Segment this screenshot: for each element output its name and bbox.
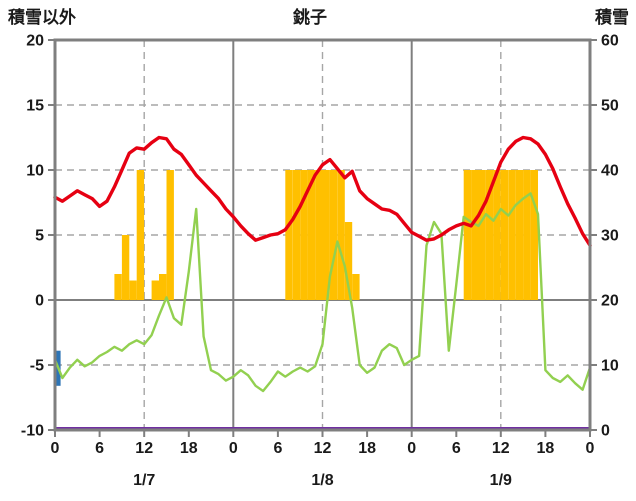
- right-tick-label: 40: [601, 163, 619, 180]
- sunshine-bar: [344, 222, 353, 300]
- right-axis-title: 積雪: [595, 7, 629, 27]
- left-tick-label: -5: [30, 358, 44, 375]
- sunshine-bar: [151, 280, 159, 300]
- chart-title: 銚子: [293, 7, 327, 27]
- right-tick-label: 30: [601, 228, 619, 245]
- sunshine-bar: [515, 170, 524, 300]
- right-tick-label: 10: [601, 358, 619, 375]
- x-tick-label: 0: [51, 440, 60, 457]
- sunshine-bar: [493, 170, 501, 300]
- x-tick-label: 0: [407, 440, 416, 457]
- sunshine-bar: [508, 170, 516, 300]
- green_series-line: [53, 192, 592, 393]
- x-tick-label: 6: [273, 440, 282, 457]
- sunshine-bar: [329, 170, 338, 300]
- sunshine-bar: [530, 170, 538, 300]
- sunshine-bar: [471, 170, 479, 300]
- x-tick-label: 18: [180, 440, 198, 457]
- x-tick-label: 12: [314, 440, 332, 457]
- left-tick-label: -10: [21, 423, 44, 440]
- sunshine-bar: [292, 170, 301, 300]
- left-tick-label: 15: [26, 98, 44, 115]
- sunshine-bar: [159, 274, 167, 300]
- x-tick-label: 6: [95, 440, 104, 457]
- sunshine-bar: [307, 170, 315, 300]
- x-tick-label: 12: [135, 440, 153, 457]
- sunshine-bar: [129, 280, 137, 300]
- left-tick-label: 0: [35, 293, 44, 310]
- sunshine-bar: [523, 170, 531, 300]
- date-label: 1/7: [133, 472, 155, 489]
- sunshine-bar: [478, 170, 486, 300]
- sunshine-bar: [486, 170, 494, 300]
- left-axis-title: 積雪以外: [8, 7, 76, 27]
- x-tick-label: 0: [229, 440, 238, 457]
- x-tick-label: 0: [586, 440, 595, 457]
- sunshine-bar: [315, 170, 323, 300]
- sunshine-bar: [136, 170, 145, 300]
- sunshine-bar: [121, 235, 130, 300]
- sunshine-bar: [352, 274, 360, 300]
- sunshine-bar: [463, 170, 472, 300]
- sunshine-bar: [300, 170, 308, 300]
- right-tick-label: 50: [601, 98, 619, 115]
- left-tick-label: 10: [26, 163, 44, 180]
- sunshine-bar: [166, 170, 174, 300]
- date-label: 1/8: [311, 472, 333, 489]
- date-label: 1/9: [490, 472, 512, 489]
- sunshine-bar: [500, 170, 509, 300]
- x-tick-label: 18: [537, 440, 555, 457]
- right-tick-label: 0: [601, 423, 610, 440]
- plot-area: 0 6 12 18 0 6 12 18 0 6 12 18 01/7 1/8 1/920151050-5-1…: [21, 33, 619, 490]
- sunshine-bar: [322, 170, 330, 300]
- x-tick-label: 12: [492, 440, 510, 457]
- right-tick-label: 60: [601, 33, 619, 50]
- temperature-line: [53, 135, 592, 248]
- left-tick-label: 5: [35, 228, 44, 245]
- sunshine-bar: [114, 274, 122, 300]
- x-tick-label: 18: [358, 440, 376, 457]
- sunshine-bar: [285, 170, 293, 300]
- sunshine-bar: [337, 170, 345, 300]
- right-tick-label: 20: [601, 293, 619, 310]
- left-tick-label: 20: [26, 33, 44, 50]
- x-tick-label: 6: [452, 440, 461, 457]
